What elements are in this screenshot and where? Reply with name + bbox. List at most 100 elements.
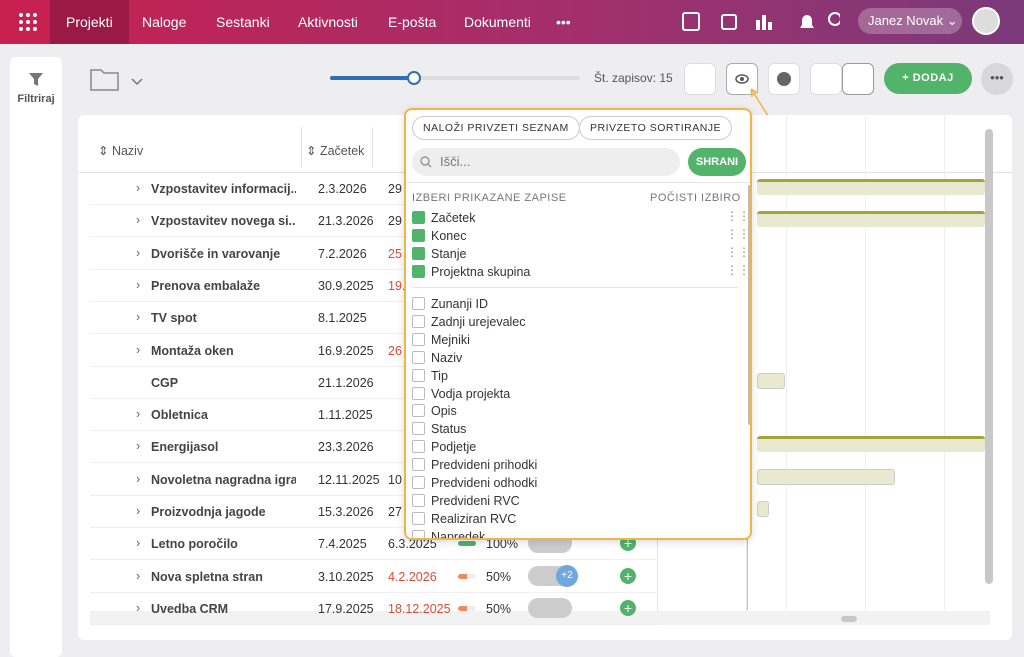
column-option[interactable]: Opis bbox=[412, 402, 457, 420]
gantt-bar[interactable] bbox=[757, 179, 985, 195]
table-row[interactable]: CGP 21.1.2026 bbox=[90, 367, 658, 399]
checkbox[interactable] bbox=[412, 314, 425, 328]
checkbox[interactable] bbox=[412, 511, 425, 525]
slider[interactable] bbox=[330, 70, 585, 86]
checkbox[interactable] bbox=[412, 368, 425, 382]
checkbox[interactable] bbox=[412, 422, 425, 436]
checkbox[interactable] bbox=[412, 350, 425, 364]
column-option[interactable]: Mejniki bbox=[412, 331, 470, 349]
drag-handle[interactable]: ⋮⋮ bbox=[726, 263, 750, 277]
avatar[interactable] bbox=[972, 7, 1000, 35]
column-option[interactable]: Naziv bbox=[412, 349, 462, 367]
nav-item[interactable]: Naloge bbox=[142, 14, 187, 30]
table-row[interactable]: › Uvedba CRM 17.9.2025 18.12.2025 50% + bbox=[90, 593, 658, 625]
v-scrollbar[interactable] bbox=[985, 129, 993, 584]
gantt-bar[interactable] bbox=[757, 436, 985, 452]
column-option[interactable]: Tip bbox=[412, 367, 448, 385]
expand-arrow[interactable]: › bbox=[136, 504, 141, 518]
checkbox[interactable] bbox=[412, 440, 425, 454]
table-row[interactable]: › Montaža oken 16.9.2025 26 bbox=[90, 335, 658, 367]
expand-arrow[interactable]: › bbox=[136, 471, 141, 486]
checkbox[interactable] bbox=[412, 332, 425, 346]
expand-arrow[interactable]: › bbox=[136, 213, 141, 228]
filter-label[interactable]: Filtriraj bbox=[17, 93, 55, 105]
column-option[interactable]: Stanje bbox=[412, 245, 466, 263]
add-member[interactable]: + bbox=[620, 567, 636, 584]
expand-arrow[interactable]: › bbox=[136, 342, 141, 357]
popup-scrollbar[interactable] bbox=[748, 185, 750, 425]
table-row[interactable]: › Dvorišče in varovanje 7.2.2026 25 bbox=[90, 238, 658, 270]
add-button[interactable]: + DODAJ bbox=[884, 63, 972, 94]
expand-arrow[interactable]: › bbox=[136, 245, 141, 260]
drag-handle[interactable]: ⋮⋮ bbox=[726, 227, 750, 241]
more[interactable]: ••• bbox=[556, 14, 571, 30]
column-option[interactable]: Predvideni odhodki bbox=[412, 474, 537, 492]
nav-item[interactable]: Projekti bbox=[50, 0, 129, 44]
gantt-view[interactable] bbox=[842, 63, 874, 95]
default-sort[interactable]: PRIVZETO SORTIRANJE bbox=[579, 116, 733, 140]
target-button[interactable] bbox=[684, 63, 716, 95]
expand-arrow[interactable]: › bbox=[136, 310, 141, 325]
gantt-bar[interactable] bbox=[757, 469, 895, 485]
column-option[interactable]: Podjetje bbox=[412, 438, 476, 456]
help-button[interactable] bbox=[768, 63, 800, 95]
load-default[interactable]: NALOŽI PRIVZETI SEZNAM bbox=[412, 116, 580, 140]
column-option[interactable]: Predvideni prihodki bbox=[412, 456, 537, 474]
header-name[interactable]: ⇕ Naziv bbox=[98, 144, 144, 158]
search-input[interactable]: Išči... bbox=[412, 148, 680, 176]
column-option[interactable]: Status bbox=[412, 420, 466, 438]
column-option[interactable]: Začetek bbox=[412, 209, 475, 227]
add-member[interactable]: + bbox=[620, 599, 636, 616]
header-start[interactable]: ⇕ Začetek bbox=[306, 144, 365, 158]
h-scroll-thumb[interactable] bbox=[841, 616, 857, 622]
table-row[interactable]: › Obletnica 1.11.2025 bbox=[90, 399, 658, 432]
checkbox[interactable] bbox=[412, 386, 425, 400]
table-row[interactable]: › Energijasol 23.3.2026 bbox=[90, 431, 658, 464]
table-row[interactable]: › Novoletna nagradna igra 12.11.2025 10 bbox=[90, 464, 658, 496]
folder[interactable] bbox=[90, 66, 150, 92]
table-row[interactable]: › TV spot 8.1.2025 bbox=[90, 302, 658, 335]
checkbox[interactable] bbox=[412, 476, 425, 489]
checkbox[interactable] bbox=[412, 458, 425, 472]
expand-arrow[interactable]: › bbox=[136, 568, 141, 583]
gantt-bar[interactable] bbox=[757, 211, 985, 227]
h-scrollbar[interactable] bbox=[90, 611, 990, 625]
checkbox[interactable] bbox=[412, 404, 425, 418]
checkbox[interactable] bbox=[412, 529, 425, 538]
user-menu[interactable]: Janez Novak ⌄ bbox=[858, 8, 962, 34]
gantt-bar[interactable] bbox=[757, 373, 785, 389]
column-option[interactable]: Zadnji urejevalec bbox=[412, 313, 526, 331]
checkbox[interactable] bbox=[412, 247, 425, 260]
apps-icon[interactable] bbox=[18, 12, 38, 32]
gantt-bar[interactable] bbox=[757, 501, 769, 517]
drag-handle[interactable]: ⋮⋮ bbox=[726, 209, 750, 223]
clear-selection[interactable]: POČISTI IZBIRO bbox=[650, 192, 741, 204]
checkbox[interactable] bbox=[412, 493, 425, 507]
column-option[interactable]: Predvideni RVC bbox=[412, 492, 520, 510]
column-option[interactable]: Napredek bbox=[412, 528, 485, 538]
nav-item[interactable]: Sestanki bbox=[216, 14, 270, 30]
expand-arrow[interactable]: › bbox=[136, 600, 141, 615]
nav-item[interactable]: Dokumenti bbox=[464, 14, 531, 30]
checkbox[interactable] bbox=[412, 211, 425, 224]
more-button[interactable]: ••• bbox=[981, 63, 1013, 95]
column-option[interactable]: Zunanji ID bbox=[412, 295, 488, 313]
table-row[interactable]: › Prenova embalaže 30.9.2025 19. bbox=[90, 270, 658, 302]
table-row[interactable]: › Proizvodnja jagode 15.3.2026 27 bbox=[90, 496, 658, 528]
expand-arrow[interactable]: › bbox=[136, 181, 141, 195]
save-button[interactable]: SHRANI bbox=[688, 148, 746, 176]
column-option[interactable]: Realiziran RVC bbox=[412, 510, 516, 528]
column-option[interactable]: Konec bbox=[412, 227, 466, 245]
table-row[interactable]: › Vzpostavitev informacij... 2.3.2026 29 bbox=[90, 173, 658, 205]
checkbox[interactable] bbox=[412, 265, 425, 278]
nav-item[interactable]: E-pošta bbox=[388, 14, 437, 30]
expand-arrow[interactable]: › bbox=[136, 407, 141, 422]
checkbox[interactable] bbox=[412, 297, 425, 310]
table-row[interactable]: › Vzpostavitev novega si... 21.3.2026 29 bbox=[90, 205, 658, 238]
table-row[interactable]: › Nova spletna stran 3.10.2025 4.2.2026 50% +… bbox=[90, 561, 658, 593]
column-option[interactable]: Vodja projekta bbox=[412, 385, 510, 403]
expand-arrow[interactable]: › bbox=[136, 277, 141, 292]
checkbox[interactable] bbox=[412, 229, 425, 242]
expand-arrow[interactable]: › bbox=[136, 536, 141, 551]
drag-handle[interactable]: ⋮⋮ bbox=[726, 245, 750, 259]
